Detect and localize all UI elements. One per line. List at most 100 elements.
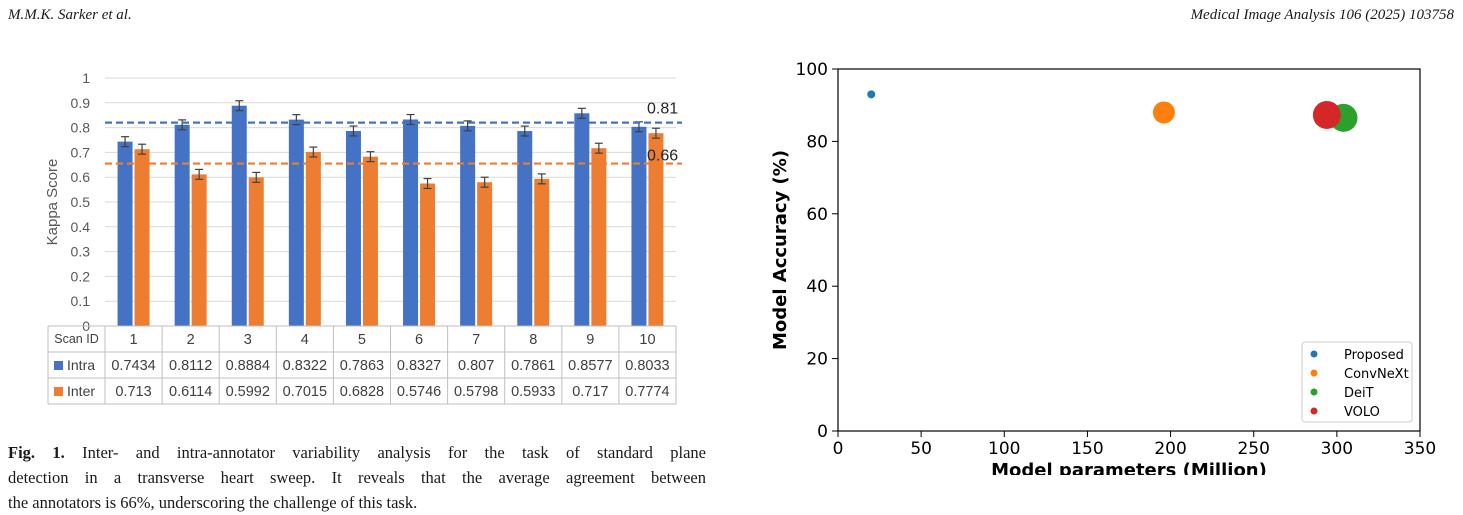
bar-inter [420, 183, 436, 326]
figure-caption: Fig. 1. Inter- and intra-annotator varia… [8, 440, 706, 515]
y-tick-label: 80 [806, 132, 828, 152]
table-cell: 0.5746 [397, 384, 441, 400]
plot-frame [837, 68, 1421, 432]
x-tick-label: 7 [472, 332, 480, 348]
point-convnext [1152, 101, 1175, 124]
point-volo [1312, 100, 1341, 129]
bar-intra [631, 126, 647, 326]
legend-label: Inter [67, 383, 95, 399]
x-tick-label: 5 [358, 332, 366, 348]
table-cell: 0.6114 [169, 384, 212, 400]
legend-marker [1310, 350, 1318, 358]
bar-intra [231, 105, 247, 326]
bar-inter [477, 182, 493, 326]
bar-intra [403, 119, 419, 326]
x-tick-label: 200 [1154, 439, 1186, 459]
bar-intra [574, 113, 590, 326]
running-header-journal: Medical Image Analysis 106 (2025) 103758 [1190, 7, 1454, 23]
table-cell: 0.8033 [625, 358, 669, 374]
table-cell: 0.7861 [511, 358, 555, 374]
legend-label: ConvNeXt [1344, 367, 1409, 382]
x-tick-label: 0 [833, 439, 844, 459]
y-axis-label: Kappa Score [44, 159, 61, 246]
y-tick-label: 0 [817, 422, 828, 442]
bar-intra [517, 131, 533, 326]
x-tick-label: 10 [639, 332, 655, 348]
table-cell: 0.713 [115, 384, 151, 400]
x-tick-label: 150 [1071, 439, 1103, 459]
bar-inter [648, 133, 664, 326]
reference-line-label: 0.66 [647, 148, 678, 165]
y-tick-label: 0.3 [71, 244, 91, 260]
bar-inter [591, 148, 607, 326]
x-tick-label: 350 [1404, 439, 1436, 459]
bar-inter [134, 149, 150, 326]
bar-inter [534, 178, 550, 326]
x-tick-label: 6 [415, 332, 423, 348]
table-cell: 0.5992 [226, 384, 270, 400]
point-proposed [867, 90, 876, 99]
y-tick-label: 60 [806, 205, 828, 225]
table-cell: 0.717 [572, 384, 608, 400]
running-header-authors: M.M.K. Sarker et al. [8, 7, 132, 23]
x-axis-label: Model parameters (Million) [991, 460, 1267, 475]
x-tick-label: 300 [1321, 439, 1353, 459]
table-cell: 0.7434 [111, 358, 155, 374]
table-cell: 0.7863 [340, 358, 384, 374]
table-cell: 0.8322 [283, 358, 327, 374]
y-tick-label: 0.8 [71, 120, 91, 136]
y-tick-label: 0.4 [71, 219, 91, 235]
caption-line-3: the annotators is 66%, underscoring the … [8, 493, 418, 512]
y-tick-label: 0.9 [71, 95, 91, 111]
table-cell: 0.7015 [283, 384, 327, 400]
y-tick-label: 1 [82, 70, 90, 86]
y-tick-label: 40 [806, 277, 828, 297]
x-tick-label: 50 [910, 439, 932, 459]
table-cell: 0.5798 [454, 384, 498, 400]
x-tick-label: 2 [187, 332, 195, 348]
bar-inter [248, 177, 264, 326]
legend-marker [1310, 388, 1318, 396]
legend-swatch [54, 361, 63, 370]
table-cell: 0.807 [458, 358, 494, 374]
bar-intra [117, 141, 133, 326]
legend-label: DeiT [1344, 386, 1374, 401]
legend-marker [1310, 369, 1318, 377]
legend-box [1301, 341, 1413, 423]
bar-intra [174, 124, 190, 326]
x-tick-label: 100 [988, 439, 1020, 459]
y-tick-label: 0.5 [71, 194, 91, 210]
table-header-label: Scan ID [54, 332, 98, 346]
table-cell: 0.8884 [226, 358, 270, 374]
y-axis-label: Model Accuracy (%) [770, 150, 791, 350]
x-tick-label: 8 [529, 332, 537, 348]
legend-label: Proposed [1344, 348, 1404, 363]
legend-marker [1310, 407, 1318, 415]
y-tick-label: 20 [806, 350, 828, 370]
x-tick-label: 250 [1237, 439, 1269, 459]
x-tick-label: 1 [130, 332, 138, 348]
bar-inter [362, 156, 378, 326]
y-tick-label: 0.6 [71, 169, 91, 185]
reference-line-label: 0.81 [647, 101, 678, 118]
table-cell: 0.8112 [169, 358, 212, 374]
table-cell: 0.8327 [397, 358, 441, 374]
legend-label: VOLO [1344, 405, 1380, 420]
bar-intra [288, 119, 304, 326]
caption-label: Fig. 1. [8, 443, 65, 462]
table-cell: 0.6828 [340, 384, 384, 400]
bar-intra [345, 130, 361, 326]
x-tick-label: 9 [586, 332, 594, 348]
table-cell: 0.8577 [568, 358, 612, 374]
table-cell: 0.7774 [625, 384, 669, 400]
caption-line-2: detection in a transverse heart sweep. I… [8, 468, 706, 487]
x-tick-label: 3 [244, 332, 252, 348]
bar-inter [191, 174, 207, 326]
y-tick-label: 100 [796, 60, 828, 80]
caption-line-1: Inter- and intra-annotator variability a… [82, 443, 707, 462]
table-cell: 0.5933 [511, 384, 555, 400]
legend-label: Intra [67, 357, 95, 373]
legend-swatch [54, 387, 63, 396]
